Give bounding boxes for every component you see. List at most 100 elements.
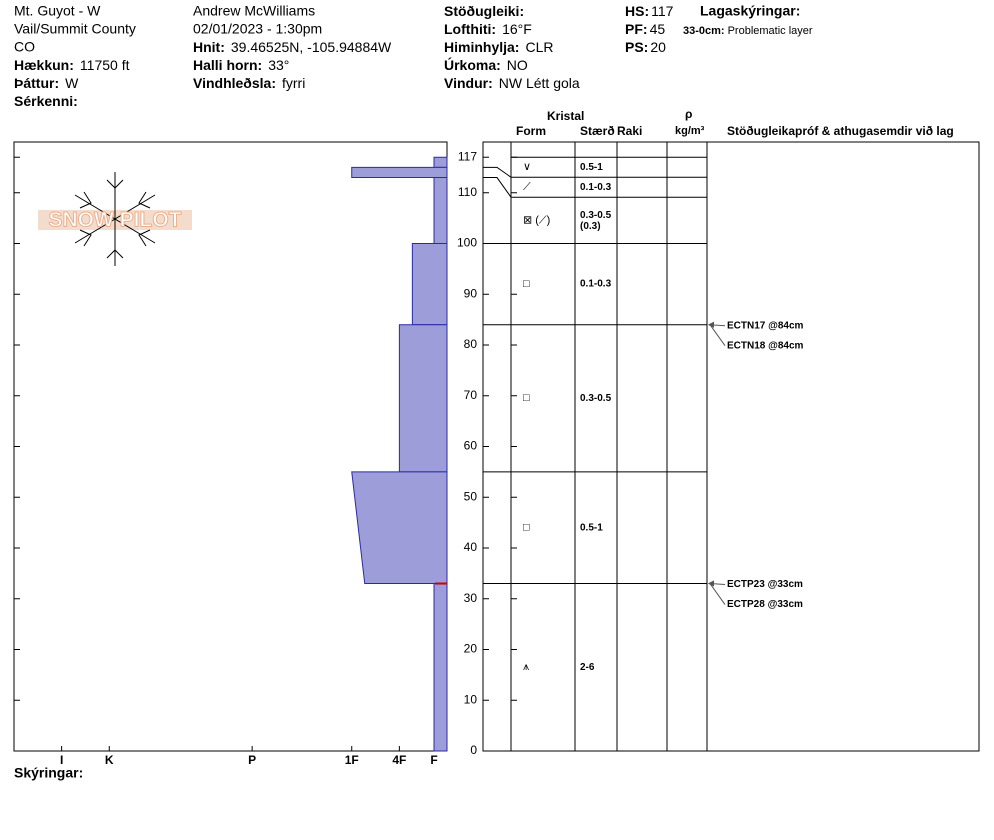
header-field: Himinhylja: CLR: [444, 39, 553, 55]
header-field: Lofthiti: 16°F: [444, 21, 532, 37]
x-tick-label: 4F: [392, 753, 406, 767]
th-rho: ρ: [685, 107, 692, 121]
hardness-bar: [411, 243, 448, 326]
y-tick-label: 70: [464, 388, 478, 402]
test-label: ECTN17 @84cm: [727, 320, 804, 331]
hardness-bar: [433, 156, 448, 168]
test-arrow: [709, 583, 726, 605]
field-label: Hnit:: [193, 39, 225, 55]
field-label: Vindur:: [444, 75, 493, 91]
layer-note: 33-0cm: Problematic layer: [683, 25, 813, 37]
field-label: PF:: [625, 21, 648, 37]
header-text: Andrew McWilliams: [193, 3, 315, 19]
header-text: CO: [14, 39, 35, 55]
field-label: PS:: [625, 39, 648, 55]
grain-size: 2-6: [580, 662, 595, 673]
header-field: Stöðugleiki:: [444, 3, 524, 19]
field-label: Himinhylja:: [444, 39, 519, 55]
test-arrow: [709, 324, 726, 346]
test-label: ECTP23 @33cm: [727, 579, 803, 590]
logo-snowflake: [74, 172, 156, 266]
grain-form: □: [523, 392, 530, 404]
header-field: Hækkun: 11750 ft: [14, 57, 130, 73]
hardness-bar: [351, 471, 448, 585]
test-arrowhead: [708, 580, 714, 587]
test-label: ECTN18 @84cm: [727, 340, 804, 351]
x-tick-label: K: [105, 753, 114, 767]
table-frame: [482, 141, 980, 752]
notes-title: Lagaskýringar:: [700, 3, 800, 19]
field-value: 45: [650, 21, 666, 37]
field-label: Úrkoma:: [444, 56, 501, 73]
x-tick-label: I: [60, 753, 63, 767]
th-tests: Stöðugleikapróf & athugasemdir við lag: [727, 124, 954, 138]
field-value: CLR: [525, 39, 553, 55]
grain-size: 0.5-1: [580, 162, 603, 173]
y-tick-label: 20: [464, 642, 478, 656]
hardness-bar: [433, 583, 448, 752]
header-field: PS: 20: [625, 39, 666, 55]
th-crystal: Kristal: [547, 109, 584, 123]
field-value: NW Létt gola: [499, 75, 580, 91]
y-tick-label: 10: [464, 692, 478, 706]
field-label: HS:: [625, 3, 649, 19]
grain-size: 0.3-0.5: [580, 393, 612, 404]
y-tick-label: 50: [464, 489, 478, 503]
row-connector: [483, 166, 512, 178]
y-tick-label: 30: [464, 591, 478, 605]
grain-form: □: [523, 522, 530, 534]
y-tick-label: 117: [458, 149, 477, 163]
field-label: Sérkenni:: [14, 93, 78, 109]
header-field: HS: 117: [625, 3, 674, 19]
field-label: Lofthiti:: [444, 21, 496, 37]
header-field: Þáttur: W: [14, 75, 79, 91]
header-text: Mt. Guyot - W: [14, 3, 101, 19]
note-text: Problematic layer: [728, 25, 813, 37]
x-tick-label: P: [248, 753, 256, 767]
header-field: Úrkoma: NO: [444, 56, 528, 73]
y-tick-label: 60: [464, 439, 478, 453]
th-form: Form: [516, 124, 546, 138]
header-text: Vail/Summit County: [14, 21, 136, 37]
header-field: Vindhleðsla: fyrri: [193, 75, 305, 91]
field-label: Þáttur:: [14, 75, 59, 91]
field-value: W: [65, 75, 79, 91]
test-arrowhead: [708, 321, 714, 328]
header-text: 02/01/2023 - 1:30pm: [193, 21, 322, 37]
field-value: NO: [507, 57, 528, 73]
x-tick-label: 1F: [345, 753, 359, 767]
header-field: Sérkenni:: [14, 93, 78, 109]
note-range: 33-0cm:: [683, 25, 725, 37]
grain-size: 0.5-1: [580, 522, 603, 533]
y-tick-label: 0: [470, 743, 477, 757]
header-field: Halli horn: 33°: [193, 57, 289, 73]
field-label: Halli horn:: [193, 57, 262, 73]
field-label: Hækkun:: [14, 57, 74, 73]
grain-size: 0.3-0.5: [580, 210, 612, 221]
row-connector: [483, 177, 512, 198]
y-tick-label: 40: [464, 540, 478, 554]
field-value: 39.46525N, -105.94884W: [231, 39, 392, 55]
hardness-bar: [398, 324, 448, 473]
field-value: 20: [650, 39, 666, 55]
grain-form: □: [523, 278, 530, 290]
hardness-frame: [13, 141, 448, 752]
hardness-bar: [433, 177, 448, 244]
th-density: kg/m³: [675, 125, 705, 137]
header-field: Hnit: 39.46525N, -105.94884W: [193, 39, 392, 55]
field-value: 33°: [268, 57, 289, 73]
y-tick-label: 110: [458, 185, 477, 199]
logo-text: SNOW PILOT: [49, 209, 182, 232]
y-tick-label: 90: [464, 286, 478, 300]
test-label: ECTP28 @33cm: [727, 599, 803, 610]
field-value: 11750 ft: [80, 57, 130, 73]
grain-form: ⟋: [523, 181, 531, 193]
field-value: 117: [651, 3, 674, 19]
y-tick-label: 100: [457, 236, 477, 250]
grain-form: ⩚: [523, 661, 529, 673]
grain-size: 0.1-0.3: [580, 182, 612, 193]
field-label: Vindhleðsla:: [193, 75, 276, 91]
grain-size-extra: (0.3): [580, 221, 601, 232]
field-value: 16°F: [502, 21, 532, 37]
